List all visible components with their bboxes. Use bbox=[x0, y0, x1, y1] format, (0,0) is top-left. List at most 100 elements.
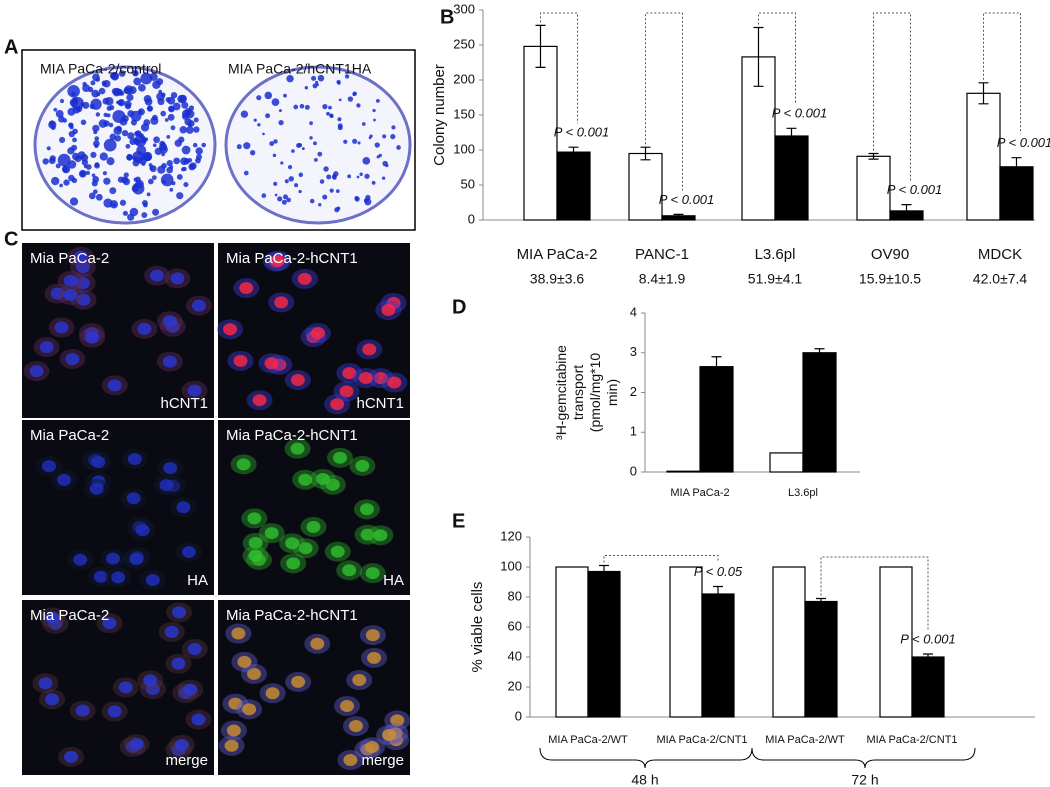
colony bbox=[90, 80, 96, 86]
colony bbox=[181, 145, 191, 155]
stain-label: HA bbox=[187, 572, 208, 589]
colony bbox=[323, 166, 329, 172]
p-value: P < 0.001 bbox=[659, 192, 715, 207]
colony bbox=[113, 126, 122, 135]
bar bbox=[628, 152, 663, 221]
colony bbox=[167, 113, 175, 121]
nucleus bbox=[362, 343, 377, 356]
colony bbox=[269, 141, 275, 147]
group-label: 48 h bbox=[631, 772, 658, 787]
colony bbox=[149, 165, 157, 173]
colony bbox=[126, 93, 134, 102]
nucleus bbox=[264, 357, 279, 370]
colony bbox=[364, 198, 372, 206]
colony bbox=[168, 105, 175, 112]
nucleus bbox=[176, 501, 191, 514]
nucleus bbox=[107, 705, 122, 718]
colony bbox=[288, 176, 294, 182]
x-tick-sublabel: 38.9±3.6 bbox=[530, 271, 585, 287]
colony bbox=[332, 175, 337, 180]
colony bbox=[277, 196, 283, 202]
nucleus bbox=[159, 479, 174, 492]
colony bbox=[192, 142, 198, 148]
colony bbox=[67, 107, 76, 116]
colony bbox=[322, 104, 328, 110]
colony bbox=[376, 155, 380, 159]
nucleus bbox=[342, 564, 357, 577]
colony bbox=[164, 118, 169, 122]
colony bbox=[62, 118, 68, 123]
colony bbox=[106, 113, 111, 118]
colony bbox=[69, 197, 79, 206]
error-bar bbox=[711, 356, 722, 378]
group-bracket bbox=[751, 747, 976, 769]
colony bbox=[125, 143, 131, 149]
colony bbox=[152, 208, 160, 216]
x-tick-label: MIA PaCa-2/WT bbox=[765, 734, 845, 746]
colony bbox=[361, 122, 366, 126]
colony bbox=[365, 194, 371, 201]
panel-letter: D bbox=[452, 296, 466, 318]
colony bbox=[129, 207, 139, 217]
colony bbox=[140, 72, 153, 85]
x-tick-sublabel: 8.4±1.9 bbox=[639, 271, 686, 287]
colony bbox=[296, 142, 302, 149]
bar bbox=[701, 593, 735, 718]
nucleus bbox=[143, 674, 158, 687]
colony bbox=[98, 87, 106, 95]
colony bbox=[99, 152, 108, 161]
colony bbox=[243, 142, 251, 150]
panel-letter: A bbox=[4, 36, 18, 58]
colony bbox=[183, 182, 189, 188]
nucleus bbox=[298, 542, 313, 555]
y-tick-label: 20 bbox=[508, 678, 522, 693]
stain-label: hCNT1 bbox=[356, 395, 404, 412]
nucleus bbox=[242, 703, 257, 716]
y-axis-label: (pmol/mg*10 bbox=[587, 353, 603, 433]
bar bbox=[999, 166, 1034, 221]
x-tick-label: OV90 bbox=[871, 246, 909, 263]
colony bbox=[382, 134, 387, 139]
colony bbox=[131, 184, 139, 193]
group-bracket bbox=[539, 747, 753, 769]
bar bbox=[666, 470, 701, 473]
colony bbox=[132, 156, 139, 162]
colony bbox=[326, 111, 330, 116]
nucleus bbox=[373, 372, 388, 385]
nucleus bbox=[330, 545, 345, 558]
colony bbox=[141, 212, 148, 219]
colony bbox=[381, 176, 386, 180]
colony bbox=[301, 147, 305, 151]
colony bbox=[109, 187, 117, 195]
nucleus bbox=[85, 331, 100, 344]
group-label: 72 h bbox=[851, 772, 878, 787]
colony bbox=[67, 160, 77, 169]
colony bbox=[134, 134, 147, 147]
colony bbox=[170, 91, 178, 99]
colony bbox=[55, 109, 64, 118]
significance-bracket bbox=[645, 12, 683, 191]
nucleus bbox=[306, 520, 321, 533]
colony bbox=[329, 188, 334, 193]
significance-bracket bbox=[603, 555, 719, 563]
colony bbox=[141, 199, 148, 206]
colony bbox=[132, 69, 139, 77]
x-tick-label: L3.6pl bbox=[788, 487, 818, 499]
nucleus bbox=[290, 373, 305, 386]
colony bbox=[102, 171, 107, 176]
colony bbox=[148, 178, 154, 185]
error-bar bbox=[568, 146, 579, 158]
nucleus bbox=[75, 704, 90, 717]
colony bbox=[369, 134, 373, 138]
colony bbox=[187, 157, 193, 163]
error-bar bbox=[640, 146, 651, 161]
nucleus bbox=[367, 651, 382, 664]
p-value: P < 0.001 bbox=[997, 135, 1050, 150]
colony bbox=[176, 192, 184, 200]
nucleus bbox=[63, 288, 78, 301]
colony bbox=[364, 173, 370, 179]
nucleus bbox=[223, 323, 238, 336]
colony bbox=[347, 96, 354, 102]
x-tick-label: MIA PaCa-2 bbox=[670, 487, 729, 499]
colony bbox=[124, 100, 132, 108]
